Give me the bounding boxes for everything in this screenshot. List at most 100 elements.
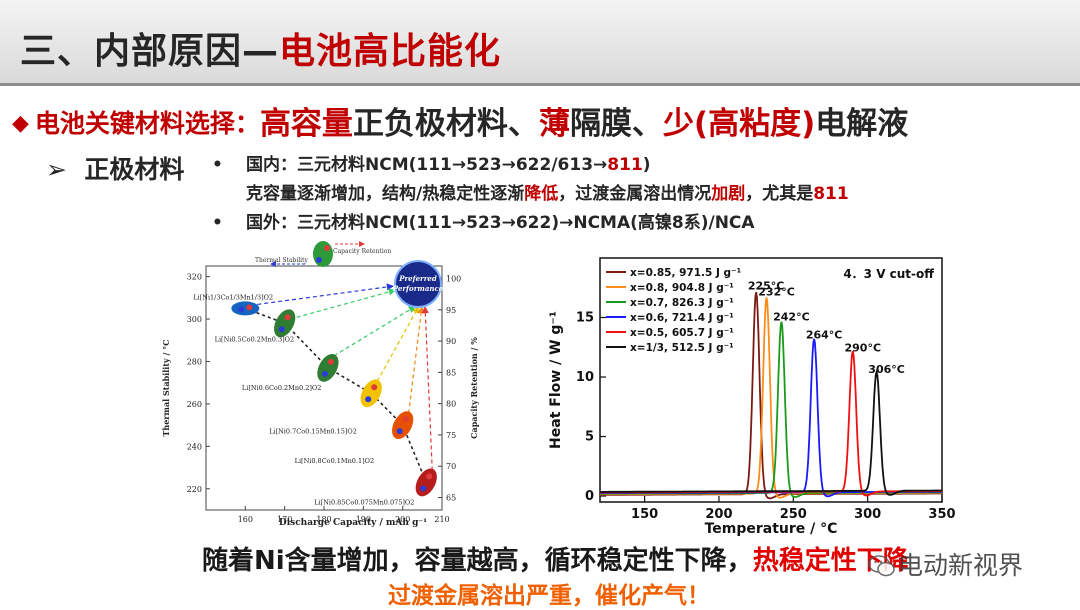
x-tick-label: 350 <box>928 507 955 522</box>
material-label: Li[Ni0.85Co0.075Mn0.075]O2 <box>314 498 414 506</box>
x-tick-label: 250 <box>780 507 807 522</box>
legend-label: x=0.85, 971.5 J g⁻¹ <box>630 267 742 279</box>
x-tick-label: 190 <box>356 515 371 524</box>
bullet-dot: • <box>212 155 223 175</box>
preference-arrow <box>296 288 397 318</box>
preferred-performance-badge <box>394 260 442 308</box>
topic-part: 少(高粘度) <box>662 106 816 142</box>
bullet-list: • 国内：三元材料NCM(111→523→622/613→811) 克容量逐渐增加… <box>212 151 849 238</box>
material-label: Li[Ni0.8Co0.1Mn0.1]O2 <box>295 457 374 465</box>
conclusion-line-2: 过渡金属溶出严重，催化产气！ <box>388 583 710 609</box>
capacity-dot <box>246 304 253 311</box>
title-underline <box>0 83 1080 86</box>
legend-marker <box>313 241 333 267</box>
bullet-highlight: 811 <box>607 155 643 175</box>
x-tick-label: 200 <box>705 507 732 522</box>
material-label: Li[Ni0.5Co0.2Mn0.3]O2 <box>215 335 294 343</box>
y-tick-label: 15 <box>576 311 594 326</box>
y2-tick-label: 75 <box>446 431 456 440</box>
legend-label: x=0.7, 826.3 J g⁻¹ <box>630 297 734 309</box>
thermal-dot <box>396 428 403 435</box>
y-tick-label: 260 <box>187 400 202 409</box>
capacity-dot <box>284 314 291 321</box>
bullet-item-domestic: • 国内：三元材料NCM(111→523→622/613→811) <box>212 151 849 180</box>
title-highlight: 电池高比能化 <box>279 31 502 72</box>
material-marker <box>415 468 437 497</box>
bullet-text: 国内：三元材料NCM(111→523→622/613→ <box>246 155 608 175</box>
legend-capacity: Capacity Retention <box>333 248 391 255</box>
bullet-text: ，尤其是 <box>745 184 814 204</box>
y2-tick-label: 90 <box>446 337 456 346</box>
y-tick-label: 320 <box>187 273 202 282</box>
slide-title: 三、内部原因—电池高比能化 <box>20 22 501 74</box>
thermal-dot <box>321 370 328 377</box>
y-tick-label: 0 <box>585 489 594 504</box>
arrow-bullet-icon: ➢ <box>46 155 67 184</box>
thermal-dot <box>420 485 427 492</box>
y-tick-label: 240 <box>187 442 202 451</box>
preference-arrow <box>408 305 425 414</box>
capacity-dot <box>327 358 334 365</box>
bullet-highlight: 811 <box>813 184 849 204</box>
preferred-label-2: Performance <box>392 284 444 293</box>
wechat-icon <box>868 555 895 577</box>
x-tick-label: 180 <box>316 515 331 524</box>
thermal-dot <box>238 306 245 313</box>
bullet-highlight: 降低 <box>524 184 559 204</box>
dsc-curve <box>600 368 942 496</box>
preferred-label: Preferred <box>398 274 437 283</box>
thermal-dot <box>278 326 285 333</box>
peak-label: 225°C <box>748 280 785 293</box>
conclusion-text: 随着Ni含量增加，容量越高，循环稳定性下降， <box>202 546 753 576</box>
y2-tick-label: 65 <box>446 493 456 502</box>
y-axis-label: Heat Flow / W g⁻¹ <box>548 311 564 449</box>
y2-tick-label: 100 <box>446 275 461 284</box>
y-tick-label: 220 <box>187 485 202 494</box>
axis-ticks: 150 200 250 300 350 0 5 10 15 <box>576 311 956 522</box>
preference-arrows <box>257 283 433 471</box>
preference-arrow <box>333 305 417 357</box>
x-tick-label: 200 <box>395 515 410 524</box>
title-prefix: 三、内部原因— <box>20 31 280 72</box>
bullet-item-foreign: • 国外：三元材料NCM(111→523→622)→NCMA(高镍8系)/NCA <box>212 209 849 238</box>
topic-part: 薄 <box>538 106 570 142</box>
preference-arrow <box>421 305 433 471</box>
peak-label: 242°C <box>773 311 810 324</box>
material-label: Li[Ni1/3Co1/3Mn1/3]O2 <box>193 293 273 301</box>
legend-thermal: Thermal Stability <box>255 257 308 264</box>
material-label: Li[Ni0.6Co0.2Mn0.2]O2 <box>242 384 321 392</box>
legend: x=0.85, 971.5 J g⁻¹ x=0.8, 904.8 J g⁻¹ x=0… <box>606 267 742 354</box>
title-bar: 三、内部原因—电池高比能化 <box>0 0 1080 86</box>
diamond-bullet-icon: ◆ <box>12 111 29 136</box>
topic-part: 隔膜、 <box>569 106 663 142</box>
y-tick-label: 5 <box>585 430 594 445</box>
watermark: 电动新视界 <box>868 546 1023 582</box>
y-tick-label: 280 <box>187 357 202 366</box>
axis-ticks: 160 170 180 190 200 210 220 240 260 280 300 320 65 70… <box>187 273 462 524</box>
x-tick-label: 170 <box>277 515 292 524</box>
topic-lead: 电池关键材料选择： <box>34 109 260 138</box>
topic-part: 正负极材料、 <box>352 106 539 142</box>
bullet-item-domestic-detail: 克容量逐渐增加，结构/热稳定性逐渐降低，过渡金属溶出情况加剧，尤其是811 <box>212 180 849 209</box>
plot-frame <box>599 257 943 503</box>
y2-tick-label: 80 <box>446 400 456 409</box>
topic-line: ◆ 电池关键材料选择：高容量正负极材料、薄隔膜、少(高粘度)电解液 <box>12 98 908 143</box>
x-tick-label: 300 <box>854 507 881 522</box>
legend-label: x=1/3, 512.5 J g⁻¹ <box>630 342 734 354</box>
bullet-text: 克容量逐渐增加，结构/热稳定性逐渐 <box>246 184 525 204</box>
y2-tick-label: 85 <box>446 368 456 377</box>
subtopic-label: 正极材料 <box>84 155 185 184</box>
conclusion-line-1: 随着Ni含量增加，容量越高，循环稳定性下降，热稳定性下降 <box>202 540 909 577</box>
preference-arrow <box>257 283 395 306</box>
thermal-dot <box>365 396 372 403</box>
peak-label: 264°C <box>806 329 843 342</box>
material-label: Li[Ni0.7Co0.15Mn0.15]O2 <box>269 427 357 435</box>
bullet-text: ) <box>642 155 651 175</box>
material-marker <box>317 353 339 382</box>
topic-part: 电解液 <box>815 106 909 142</box>
capacity-dot <box>371 384 378 391</box>
peak-label: 306°C <box>868 363 905 376</box>
capacity-stability-chart: 160 170 180 190 200 210 220 240 260 280 300 320 65 70… <box>161 241 479 528</box>
